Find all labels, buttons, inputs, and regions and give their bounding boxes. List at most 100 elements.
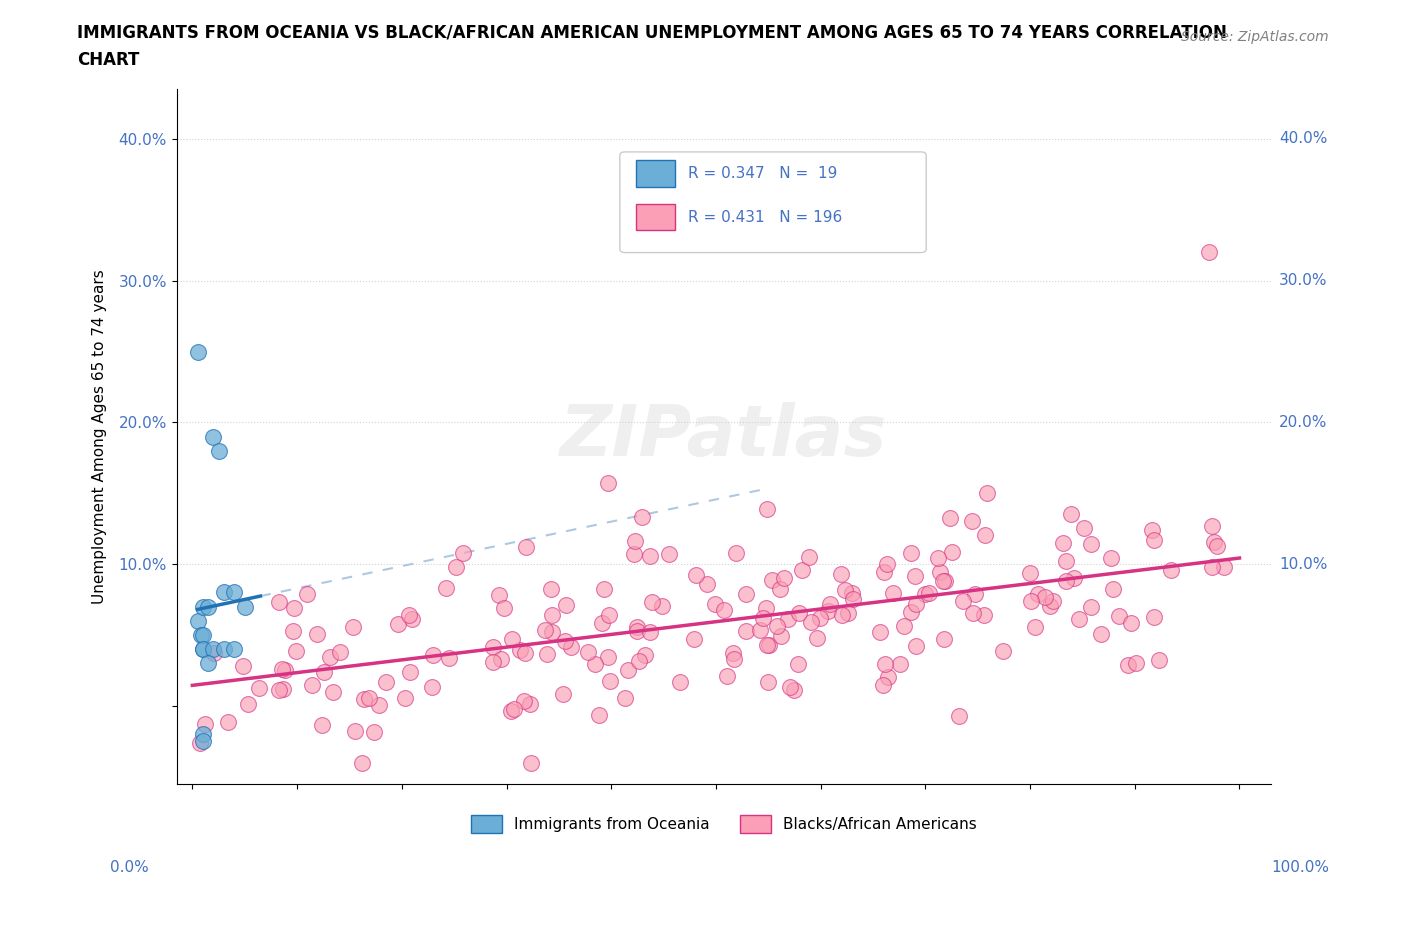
Point xyxy=(274,662,297,677)
Point xyxy=(808,610,831,625)
Point xyxy=(217,715,239,730)
Point xyxy=(769,628,792,643)
Point xyxy=(1063,570,1085,585)
Point xyxy=(735,587,758,602)
Point xyxy=(501,704,523,719)
Point xyxy=(1102,581,1125,596)
Point xyxy=(755,601,778,616)
Point xyxy=(224,642,246,657)
Point xyxy=(1147,653,1170,668)
Point xyxy=(305,627,328,642)
Point xyxy=(374,675,396,690)
Point xyxy=(724,545,747,560)
Point xyxy=(212,642,235,657)
Point xyxy=(1140,523,1163,538)
Point xyxy=(233,599,256,614)
Point xyxy=(540,581,562,596)
Point xyxy=(1042,594,1064,609)
Point xyxy=(623,546,645,561)
Point xyxy=(748,623,770,638)
Point xyxy=(685,567,707,582)
Point xyxy=(1108,609,1130,624)
Point xyxy=(598,608,620,623)
Point xyxy=(187,344,209,359)
Point xyxy=(420,679,443,694)
Point xyxy=(634,647,657,662)
Point xyxy=(513,645,536,660)
Point xyxy=(197,656,219,671)
Point xyxy=(394,690,416,705)
Point xyxy=(482,654,505,669)
Point xyxy=(319,650,342,665)
Point xyxy=(941,545,963,560)
Point xyxy=(932,574,955,589)
Point xyxy=(197,599,219,614)
Point xyxy=(534,622,557,637)
Point xyxy=(869,624,891,639)
Point xyxy=(963,587,986,602)
Point xyxy=(437,650,460,665)
Point xyxy=(344,724,367,738)
Point xyxy=(515,539,537,554)
Point xyxy=(616,663,638,678)
Point xyxy=(191,642,214,657)
Point xyxy=(991,644,1014,658)
Point xyxy=(696,577,718,591)
Point xyxy=(734,624,756,639)
Point xyxy=(509,643,531,658)
Point xyxy=(779,679,801,694)
Point xyxy=(948,709,970,724)
Point xyxy=(875,657,897,671)
Point xyxy=(202,642,225,657)
Point xyxy=(1060,506,1083,521)
Point xyxy=(1143,609,1166,624)
Point xyxy=(1116,658,1139,672)
Point xyxy=(756,638,779,653)
Point xyxy=(283,600,305,615)
Point xyxy=(755,502,778,517)
Point xyxy=(624,534,647,549)
Point xyxy=(1125,656,1147,671)
Point xyxy=(1026,587,1049,602)
Point xyxy=(716,669,738,684)
Point xyxy=(932,632,955,647)
Point xyxy=(357,690,380,705)
Point xyxy=(914,586,936,601)
Point xyxy=(212,585,235,600)
Point xyxy=(551,686,574,701)
Point xyxy=(889,657,911,671)
Point xyxy=(638,548,661,563)
Point xyxy=(723,651,745,666)
Point xyxy=(1201,518,1223,533)
Point xyxy=(638,625,661,640)
Point xyxy=(651,599,673,614)
Point xyxy=(776,611,799,626)
Point xyxy=(1039,599,1062,614)
Point xyxy=(873,565,896,579)
Point xyxy=(363,724,385,739)
Point xyxy=(536,647,558,662)
Point xyxy=(444,560,467,575)
Point xyxy=(398,608,420,623)
Point xyxy=(904,596,927,611)
Point xyxy=(682,631,704,646)
Point xyxy=(817,604,839,618)
Point xyxy=(1201,560,1223,575)
Point xyxy=(658,547,681,562)
Point xyxy=(593,582,616,597)
Point xyxy=(342,620,364,635)
Point xyxy=(1160,562,1182,577)
Point xyxy=(350,755,373,770)
Point xyxy=(481,639,503,654)
Point xyxy=(842,591,865,606)
Point xyxy=(329,644,352,659)
Point xyxy=(769,582,792,597)
Point xyxy=(583,657,606,671)
Point xyxy=(588,707,610,722)
Bar xyxy=(637,204,675,231)
Point xyxy=(834,582,856,597)
Point xyxy=(872,678,894,693)
Text: R = 0.347   N =  19: R = 0.347 N = 19 xyxy=(688,166,837,181)
Point xyxy=(927,551,949,565)
Y-axis label: Unemployment Among Ages 65 to 74 years: Unemployment Among Ages 65 to 74 years xyxy=(93,269,107,604)
